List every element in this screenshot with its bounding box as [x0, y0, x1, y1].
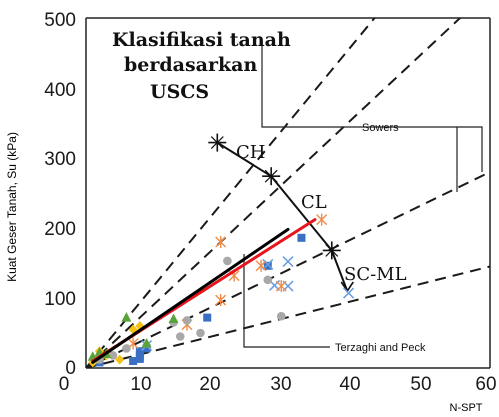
- y-axis-label: Kuat Geser Tanah, Su (kPa): [5, 132, 19, 282]
- reference-line-3: [86, 265, 490, 368]
- point-square-4: [142, 344, 151, 353]
- label-ch: CH: [236, 142, 265, 163]
- point-diamond-2: [115, 354, 125, 365]
- x-tick-50: 50: [410, 374, 431, 395]
- point-star-3: [255, 259, 267, 272]
- y-tick-300: 300: [44, 149, 76, 170]
- point-x-5: [343, 287, 355, 299]
- y-tick-400: 400: [44, 80, 76, 101]
- point-x-3: [282, 256, 294, 268]
- point-circle-7: [122, 344, 131, 353]
- terzaghi-bracket: [243, 254, 330, 348]
- point-square-1: [135, 351, 144, 360]
- classification-node-0: [208, 133, 227, 152]
- point-star-4: [275, 280, 287, 293]
- reference-lines: [86, 18, 490, 368]
- point-triangle-0: [121, 312, 132, 322]
- chart-title-line-1: Klasifikasi tanah: [112, 29, 291, 51]
- point-square-7: [263, 261, 272, 270]
- point-triangle-1: [168, 313, 179, 323]
- point-star-1: [215, 294, 227, 307]
- fit-line-1: [91, 227, 290, 364]
- x-tick-10: 10: [130, 374, 151, 395]
- classification-node-2: [322, 241, 341, 260]
- y-tick-0: 0: [65, 358, 76, 379]
- fit-lines: [91, 218, 317, 364]
- point-star-0: [215, 236, 227, 248]
- point-square-6: [297, 233, 306, 242]
- label-cl: CL: [301, 192, 327, 213]
- point-circle-5: [182, 316, 192, 325]
- point-circle-3: [196, 328, 205, 338]
- y-tick-500: 500: [44, 10, 76, 31]
- x-tick-30: 30: [270, 374, 291, 395]
- chart-title-line-3: USCS: [150, 81, 209, 103]
- x-tick-40: 40: [339, 374, 360, 395]
- y-tick-100: 100: [44, 289, 76, 310]
- classification-curve-line: [216, 141, 349, 292]
- point-star-7: [316, 213, 328, 226]
- classification-curve: [208, 133, 354, 293]
- annotations: [243, 40, 483, 348]
- annotation-terzaghi-peck: Terzaghi and Peck: [335, 342, 426, 354]
- data-points: [87, 213, 355, 368]
- point-circle-4: [175, 332, 185, 341]
- point-square-3: [135, 347, 144, 356]
- annotation-sowers: Sowers: [362, 122, 399, 134]
- y-tick-200: 200: [44, 219, 76, 240]
- sowers-bracket: [261, 40, 458, 192]
- point-x-4: [262, 258, 274, 270]
- point-square-5: [203, 313, 212, 322]
- point-square-2: [129, 357, 138, 365]
- point-circle-0: [223, 256, 232, 266]
- x-tick-20: 20: [199, 374, 220, 395]
- point-circle-1: [263, 275, 273, 285]
- point-circle-2: [276, 311, 286, 321]
- point-triangle-5: [141, 338, 152, 348]
- classification-node-1: [262, 167, 281, 186]
- label-sc-ml: SC-ML: [344, 264, 407, 285]
- reference-line-1: [86, 18, 462, 368]
- sowers-bracket-right: [457, 126, 483, 172]
- x-axis-label: N-SPT: [450, 402, 483, 414]
- chart-title-line-2: berdasarkan: [124, 54, 257, 76]
- x-tick-0: 0: [59, 374, 70, 395]
- x-tick-60: 60: [475, 374, 496, 395]
- reference-line-2: [86, 171, 490, 368]
